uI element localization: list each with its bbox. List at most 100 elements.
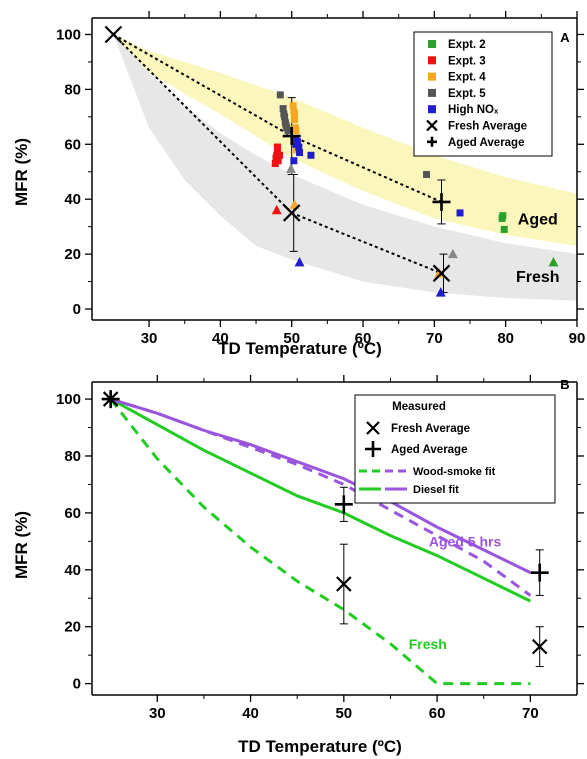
triangle-point (447, 248, 458, 259)
fit-line (109, 397, 532, 603)
data-point (276, 151, 284, 159)
panel-a-ylabel: MFR (%) (12, 138, 31, 206)
fit-line (109, 398, 531, 686)
band-fresh (113, 34, 577, 301)
panel-b-x-tick-label: 50 (335, 705, 352, 722)
panel-a-chart: Aged Fresh 30 40 50 60 70 80 90 0 20 40 60 80 100 Exp… (12, 11, 585, 358)
panel-b-y-tick-label: 100 (56, 391, 81, 408)
legend-label: Aged Average (448, 137, 524, 149)
data-point (432, 264, 451, 283)
panel-a-y-tick-label: 20 (64, 246, 81, 263)
legend-label: Expt. 4 (448, 72, 486, 84)
legend-label: Fresh Average (448, 121, 527, 133)
legend-marker (428, 56, 436, 65)
legend-label: Aged Average (391, 444, 467, 456)
panel-b-x-tick-label: 40 (242, 705, 259, 722)
panel-b-data-points (101, 390, 549, 668)
panel-b-y-tick-label: 80 (64, 448, 81, 465)
panel-b-ylabel: MFR (%) (12, 511, 31, 579)
data-point (296, 149, 304, 157)
data-point (500, 225, 508, 233)
data-point (282, 127, 301, 146)
data-point (281, 113, 289, 121)
panel-b-y-tick-label: 20 (64, 619, 81, 636)
data-point (276, 91, 284, 99)
legend-marker (366, 421, 380, 435)
legend-box (413, 31, 553, 157)
data-point (291, 110, 299, 118)
panel-a-xlabel: TD Temperature (ºC) (218, 339, 382, 358)
legend-marker (428, 40, 436, 48)
data-point (279, 105, 287, 113)
panel-b-x-tick-label: 30 (149, 705, 166, 722)
band-label: Fresh (516, 269, 560, 286)
data-point (293, 138, 301, 146)
triangle-point (286, 163, 296, 174)
panel-b-fit-lines (109, 397, 532, 686)
panel-a-x-tick-label: 40 (212, 330, 229, 347)
data-point (423, 170, 431, 178)
data-point (456, 209, 464, 217)
data-point (307, 151, 315, 159)
legend-header: Measured (392, 401, 446, 413)
triangle-point (294, 256, 305, 267)
data-point (336, 576, 352, 592)
panel-b-y-tick-label: 40 (64, 562, 81, 579)
legend-label: Diesel fit (413, 484, 459, 496)
data-point (499, 212, 507, 220)
panel-b-annotations: Aged 5 hrs Fresh (409, 533, 502, 651)
data-point (334, 495, 353, 514)
panel-a-letter: A (560, 30, 570, 45)
legend-label: Fresh Average (391, 423, 470, 435)
data-point (295, 143, 303, 151)
legend-label: Expt. 5 (448, 88, 486, 100)
panel-b-legend: Measured Fresh Average Aged Average Wood-sm… (354, 394, 556, 504)
panel-b-xlabel: TD Temperature (ºC) (238, 737, 402, 756)
panel-a-x-tick-label: 50 (283, 330, 300, 347)
legend-marker (426, 119, 438, 132)
legend-label: Wood-smoke fit (413, 466, 496, 478)
triangle-point (548, 256, 559, 267)
panel-b-y-tick-label: 60 (64, 505, 81, 522)
panel-b-y-tick-label: 0 (73, 676, 81, 693)
panel-b-chart: 30 40 50 60 70 0 20 40 60 80 100 Measured Fresh Ave… (12, 375, 584, 756)
data-point (284, 127, 292, 135)
legend-label: Expt. 3 (448, 55, 486, 67)
fit-line (110, 397, 532, 574)
annotation: Aged 5 hrs (429, 533, 502, 549)
data-point (530, 563, 549, 582)
data-point (432, 192, 451, 211)
panel-a-x-tick-label: 30 (141, 330, 158, 347)
panel-b-x-tick-label: 70 (522, 705, 539, 722)
band-aged (113, 34, 577, 246)
band-label: Aged (518, 211, 558, 228)
data-point (282, 204, 301, 222)
legend-marker (428, 88, 436, 97)
panel-b-axes: 30 40 50 60 70 0 20 40 60 80 100 (56, 375, 584, 722)
panel-a-data-points (104, 25, 559, 297)
panel-a-x-tick-label: 60 (355, 330, 372, 347)
panel-a-y-tick-label: 60 (64, 136, 81, 153)
data-point (531, 638, 548, 655)
data-point (289, 102, 297, 110)
panel-a-legend: Expt. 2 Expt. 3 Expt. 4 Expt. 5 High NOₓ Fres… (413, 31, 553, 157)
triangle-point (435, 287, 446, 297)
data-point (273, 146, 281, 154)
triangle-point (271, 204, 282, 215)
panel-a-y-tick-label: 80 (64, 81, 81, 98)
panel-a-x-tick-label: 90 (569, 330, 586, 347)
panel-b-x-tick-label: 60 (429, 705, 446, 722)
panel-a-y-tick-label: 40 (64, 191, 81, 208)
panel-a-x-tick-label: 70 (426, 330, 443, 347)
data-point (292, 127, 300, 135)
annotation: Fresh (409, 636, 447, 652)
legend-marker (365, 441, 381, 457)
panel-b-letter: B (560, 377, 569, 392)
panel-a-y-tick-label: 100 (56, 26, 81, 43)
panel-a-x-tick-label: 80 (497, 330, 514, 347)
legend-marker (427, 136, 437, 147)
data-point (274, 157, 282, 165)
panel-a-y-tick-label: 0 (73, 301, 81, 318)
data-point (104, 25, 123, 44)
